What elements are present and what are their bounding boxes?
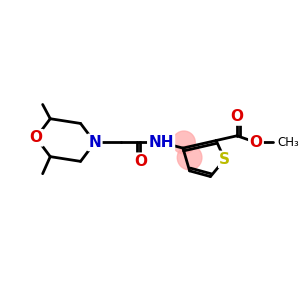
Circle shape xyxy=(177,145,202,170)
Text: O: O xyxy=(29,130,43,145)
Text: O: O xyxy=(250,135,262,150)
Text: N: N xyxy=(88,135,101,150)
Text: O: O xyxy=(134,154,147,169)
Circle shape xyxy=(172,131,195,154)
Text: O: O xyxy=(134,154,147,169)
Text: NH: NH xyxy=(148,135,174,150)
Text: O: O xyxy=(230,109,244,124)
Text: NH: NH xyxy=(148,135,174,150)
Text: N: N xyxy=(88,135,101,150)
Text: S: S xyxy=(219,152,230,167)
Text: S: S xyxy=(219,152,230,167)
Text: O: O xyxy=(29,130,43,145)
Text: CH₃: CH₃ xyxy=(278,136,299,149)
Text: O: O xyxy=(250,135,262,150)
Text: O: O xyxy=(230,109,244,124)
